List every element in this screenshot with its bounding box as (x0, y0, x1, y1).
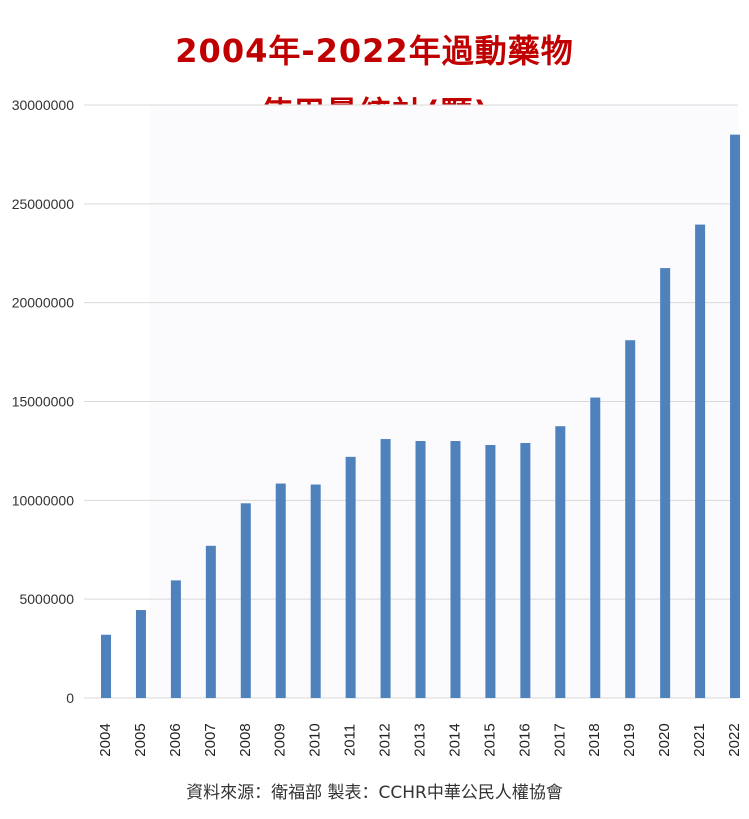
bar (170, 580, 181, 698)
bar (205, 545, 216, 698)
x-tick-label: 2009 (272, 723, 289, 756)
bar (415, 441, 426, 698)
bar (730, 134, 741, 698)
y-tick-label: 0 (66, 690, 74, 706)
bar (485, 444, 496, 698)
y-tick-label: 15000000 (12, 394, 75, 410)
x-tick-label: 2015 (481, 723, 498, 756)
bar (101, 634, 111, 698)
source-note: 資料來源：衛福部 製表：CCHR中華公民人權協會 (186, 783, 563, 803)
y-tick-label: 30000000 (12, 97, 75, 113)
x-tick-label: 2018 (586, 723, 603, 756)
x-tick-label: 2017 (551, 723, 568, 756)
y-tick-label: 10000000 (12, 492, 75, 508)
bar (345, 456, 356, 698)
x-tick-label: 2014 (446, 723, 463, 756)
x-tick-label: 2021 (691, 723, 708, 756)
x-tick-label: 2006 (167, 723, 184, 756)
bar (450, 441, 461, 698)
bar (660, 268, 671, 698)
bar (310, 484, 321, 698)
bar (135, 610, 146, 698)
x-tick-label: 2005 (132, 723, 149, 756)
x-tick-label: 2008 (237, 723, 254, 756)
bar (380, 439, 391, 698)
x-tick-label: 2020 (656, 723, 673, 756)
x-tick-label: 2022 (726, 723, 743, 756)
chart-title-line-1: 2004年-2022年過動藥物 (175, 32, 574, 70)
x-tick-label: 2010 (307, 723, 324, 756)
bar (555, 426, 566, 698)
bar (275, 483, 286, 698)
x-tick-label: 2007 (202, 723, 219, 756)
y-tick-label: 5000000 (19, 591, 74, 607)
bar (695, 224, 706, 699)
y-tick-label: 20000000 (12, 295, 75, 311)
bar (590, 397, 601, 698)
x-tick-label: 2019 (621, 723, 638, 756)
bar (240, 503, 251, 698)
x-tick-label: 2004 (97, 723, 114, 756)
x-tick-label: 2012 (377, 723, 394, 756)
x-tick-label: 2013 (411, 723, 428, 756)
y-tick-label: 25000000 (12, 196, 75, 212)
bar (520, 443, 531, 698)
x-tick-label: 2011 (342, 724, 359, 756)
bar (625, 340, 636, 698)
x-tick-label: 2016 (516, 723, 533, 756)
